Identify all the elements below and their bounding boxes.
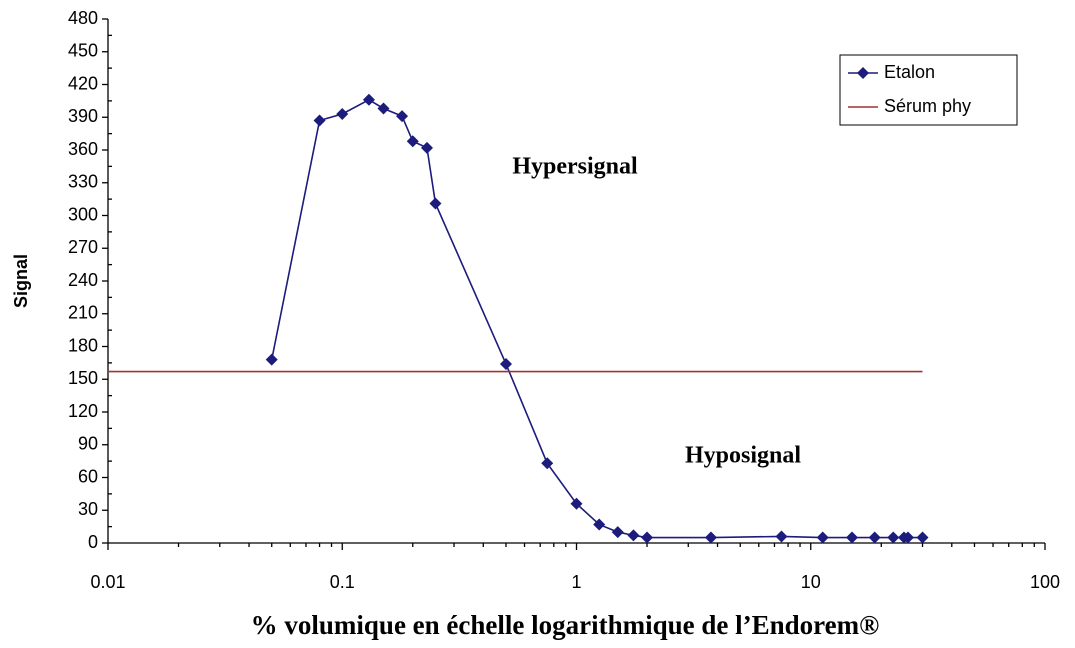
- legend-label: Sérum phy: [884, 96, 971, 116]
- marker: [429, 197, 442, 210]
- y-tick-label: 180: [68, 335, 98, 355]
- x-tick-label: 0.01: [90, 572, 125, 592]
- y-tick-label: 390: [68, 106, 98, 126]
- marker: [627, 529, 640, 542]
- marker: [704, 531, 717, 544]
- y-tick-label: 240: [68, 270, 98, 290]
- y-tick-label: 210: [68, 303, 98, 323]
- marker: [406, 135, 419, 148]
- y-tick-label: 90: [78, 434, 98, 454]
- y-tick-label: 30: [78, 499, 98, 519]
- legend-marker: [857, 67, 869, 79]
- x-axis-label: % volumique en échelle logarithmique de …: [251, 610, 880, 640]
- y-axis-label: Signal: [11, 254, 31, 308]
- annotation: Hyposignal: [685, 443, 801, 469]
- y-tick-label: 420: [68, 73, 98, 93]
- marker: [641, 531, 654, 544]
- y-tick-label: 60: [78, 466, 98, 486]
- marker: [611, 526, 624, 539]
- marker: [313, 114, 326, 127]
- x-tick-label: 100: [1030, 572, 1060, 592]
- marker: [570, 497, 583, 510]
- y-tick-label: 270: [68, 237, 98, 257]
- marker: [868, 531, 881, 544]
- y-tick-label: 480: [68, 8, 98, 28]
- marker: [901, 531, 914, 544]
- marker: [816, 531, 829, 544]
- marker: [887, 531, 900, 544]
- y-tick-label: 0: [88, 532, 98, 552]
- marker: [593, 518, 606, 531]
- legend-label: Etalon: [884, 62, 935, 82]
- marker: [362, 93, 375, 106]
- marker: [265, 353, 278, 366]
- y-tick-label: 360: [68, 139, 98, 159]
- marker: [396, 110, 409, 123]
- marker: [377, 102, 390, 115]
- marker: [916, 531, 929, 544]
- marker: [420, 141, 433, 154]
- marker: [845, 531, 858, 544]
- y-tick-label: 330: [68, 172, 98, 192]
- x-tick-label: 10: [801, 572, 821, 592]
- legend-box: [839, 54, 1018, 126]
- annotation: Hypersignal: [512, 154, 638, 180]
- x-tick-label: 0.1: [330, 572, 355, 592]
- marker: [775, 530, 788, 543]
- marker: [541, 457, 554, 470]
- marker: [499, 357, 512, 370]
- y-tick-label: 150: [68, 368, 98, 388]
- y-tick-label: 120: [68, 401, 98, 421]
- y-tick-label: 450: [68, 41, 98, 61]
- y-tick-label: 300: [68, 204, 98, 224]
- marker: [336, 107, 349, 120]
- x-tick-label: 1: [571, 572, 581, 592]
